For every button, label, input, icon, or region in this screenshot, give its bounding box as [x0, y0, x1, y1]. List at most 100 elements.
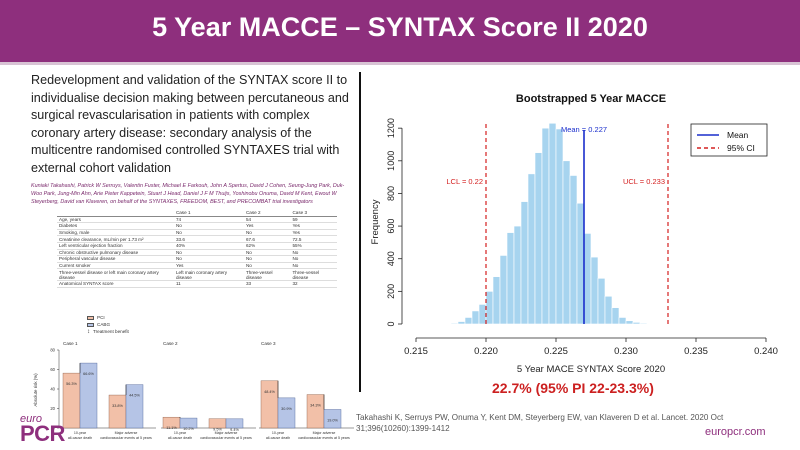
table-cell: Three-vessel disease — [292, 269, 320, 280]
table-cell: Three-vessel disease — [245, 269, 273, 280]
histogram-bar — [618, 317, 627, 325]
histogram-title: Bootstrapped 5 Year MACCE — [516, 93, 666, 105]
histogram-bar — [590, 256, 599, 325]
x-tick-label-cont: cardiovascular events at 5 years — [298, 436, 350, 440]
table-row: Peripheral vascular disease No No No — [57, 256, 337, 263]
table-cell: Left ventricular ejection fraction — [59, 243, 123, 249]
table-row: Age, years 74 54 59 — [57, 216, 337, 223]
table-column-header: Case 3 — [290, 210, 337, 217]
cabg-value-label: 66.6% — [83, 372, 94, 376]
mini-chart-legend: PCI CABG ↕ Treatment benefit — [87, 314, 129, 335]
histogram-bar — [611, 307, 620, 325]
histogram-bar — [506, 232, 515, 325]
y-tick-label: 80 — [50, 348, 55, 353]
x-tick-label: 0.220 — [474, 346, 498, 357]
cabg-swatch — [87, 322, 94, 327]
table-cell: No — [245, 256, 252, 262]
table-cell: Yes — [245, 223, 254, 229]
table-cell: No — [175, 256, 182, 262]
legend-label: CABG — [97, 322, 111, 327]
y-tick-label: 200 — [386, 284, 396, 299]
table-cell: 33 — [245, 281, 252, 287]
x-axis-label: 5 Year MACE SYNTAX Score 2020 — [517, 364, 665, 375]
x-tick-label-cont: all-cause death — [168, 436, 192, 440]
pci-value-label: 33.8% — [112, 404, 123, 408]
histogram-bar — [604, 295, 613, 325]
pci-bar — [260, 380, 279, 429]
histogram-panel: Bootstrapped 5 Year MACCE 0.215 0.220 0.225… — [359, 72, 779, 392]
y-tick-label: 0 — [53, 426, 56, 431]
legend-box — [690, 123, 768, 157]
table-cell: Age, years — [59, 216, 81, 222]
result-summary: 22.7% (95% PI 22-23.3%) — [492, 380, 654, 396]
bootstrap-histogram: Bootstrapped 5 Year MACCE 0.215 0.220 0.225… — [370, 93, 778, 375]
x-tick-label: 0.230 — [614, 346, 638, 357]
histogram-bar — [464, 317, 473, 325]
table-cell: No — [245, 249, 252, 255]
paper-authors: Kuniaki Takahashi, Patrick W Serruys, Va… — [31, 183, 345, 206]
table-cell: Peripheral vascular disease — [59, 256, 116, 262]
ucl-annotation: UCL = 0.233 — [623, 177, 665, 186]
logo-pcr-text: PCR — [20, 421, 65, 446]
y-tick-label: 800 — [386, 186, 396, 201]
table-cell: No — [292, 256, 299, 262]
case-risk-bar-chart: 0 20 40 60 80 Absolute risk (%) Case 1 56.3% 66.… — [33, 341, 354, 440]
table-row: Left ventricular ejection fraction 40% 62%… — [57, 242, 337, 250]
cabg-value-label: 19.0% — [327, 418, 338, 422]
table-column-header: Case 2 — [243, 210, 291, 217]
table-row: Chronic obstructive pulmonary disease No N… — [57, 249, 337, 256]
benefit-arrow-icon: ↕ — [87, 328, 90, 335]
table-cell: No — [175, 223, 182, 229]
table-row: Three-vessel disease or left main corona… — [57, 269, 337, 281]
header-bar: 5 Year MACCE – SYNTAX Score II 2020 — [0, 0, 800, 62]
table-cell: No — [175, 249, 182, 255]
table-cell: Left main coronary artery disease — [175, 269, 228, 280]
lcl-annotation: LCL = 0.22 — [446, 177, 483, 186]
y-axis-label: Frequency — [370, 199, 381, 244]
y-tick-label: 0 — [386, 321, 396, 326]
pci-bar — [108, 394, 127, 429]
histogram-bar — [555, 128, 564, 325]
table-cell: Anatomical SYNTAX score — [59, 281, 114, 287]
y-tick-label: 600 — [386, 219, 396, 234]
table-cell: Chronic obstructive pulmonary disease — [59, 249, 139, 255]
x-tick-label: 0.215 — [404, 346, 428, 357]
paper-title: Redevelopment and validation of the SYNT… — [31, 73, 349, 175]
cabg-value-label: 10.2% — [183, 427, 194, 431]
table-cell: No — [175, 230, 182, 236]
europcr-logo: euro PCR — [20, 414, 65, 446]
x-tick-label: Major adverse — [115, 431, 138, 435]
pci-bar — [306, 394, 325, 429]
header-divider — [0, 62, 800, 65]
y-tick-label: 1200 — [386, 118, 396, 138]
histogram-bar — [527, 173, 536, 325]
table-cell: 32 — [292, 281, 298, 287]
legend-label: Treatment benefit — [93, 329, 129, 334]
table-cell: Three-vessel disease or left main corona… — [59, 269, 159, 280]
paper-panel: Redevelopment and validation of the SYNT… — [27, 72, 357, 444]
x-tick-label: Major adverse — [215, 431, 238, 435]
cabg-bar — [225, 418, 244, 429]
patient-characteristics-table: Case 1 Case 2 Case 3 Age, years 74 54 59 Diabe… — [57, 210, 337, 288]
table-cell: 55% — [292, 243, 302, 249]
x-tick-label: 0.235 — [684, 346, 708, 357]
table-cell: Yes — [292, 223, 300, 229]
citation: Takahashi K, Serruys PW, Onuma Y, Kent D… — [356, 413, 724, 433]
table-cell: No — [292, 263, 299, 269]
legend-item-pci: PCI — [87, 314, 129, 321]
pci-value-label: 48.4% — [264, 390, 275, 394]
pci-value-label: 56.3% — [66, 382, 77, 386]
table-cell: 59 — [292, 216, 298, 222]
table-cell: 54 — [245, 216, 252, 222]
cabg-bar — [179, 417, 198, 429]
case-title: Case 1 — [63, 341, 78, 346]
histogram-bar — [562, 160, 571, 325]
table-cell: 74 — [175, 216, 182, 222]
table-column-header — [57, 210, 174, 217]
x-tick-label: 10-year — [272, 431, 285, 435]
x-tick-label-cont: cardiovascular events at 5 years — [200, 436, 252, 440]
pci-bar — [208, 418, 227, 429]
table-row: Creatinine clearance, mL/min per 1.73 m²… — [57, 236, 337, 243]
histogram-bar — [499, 255, 508, 325]
y-tick-label: 40 — [50, 387, 55, 392]
